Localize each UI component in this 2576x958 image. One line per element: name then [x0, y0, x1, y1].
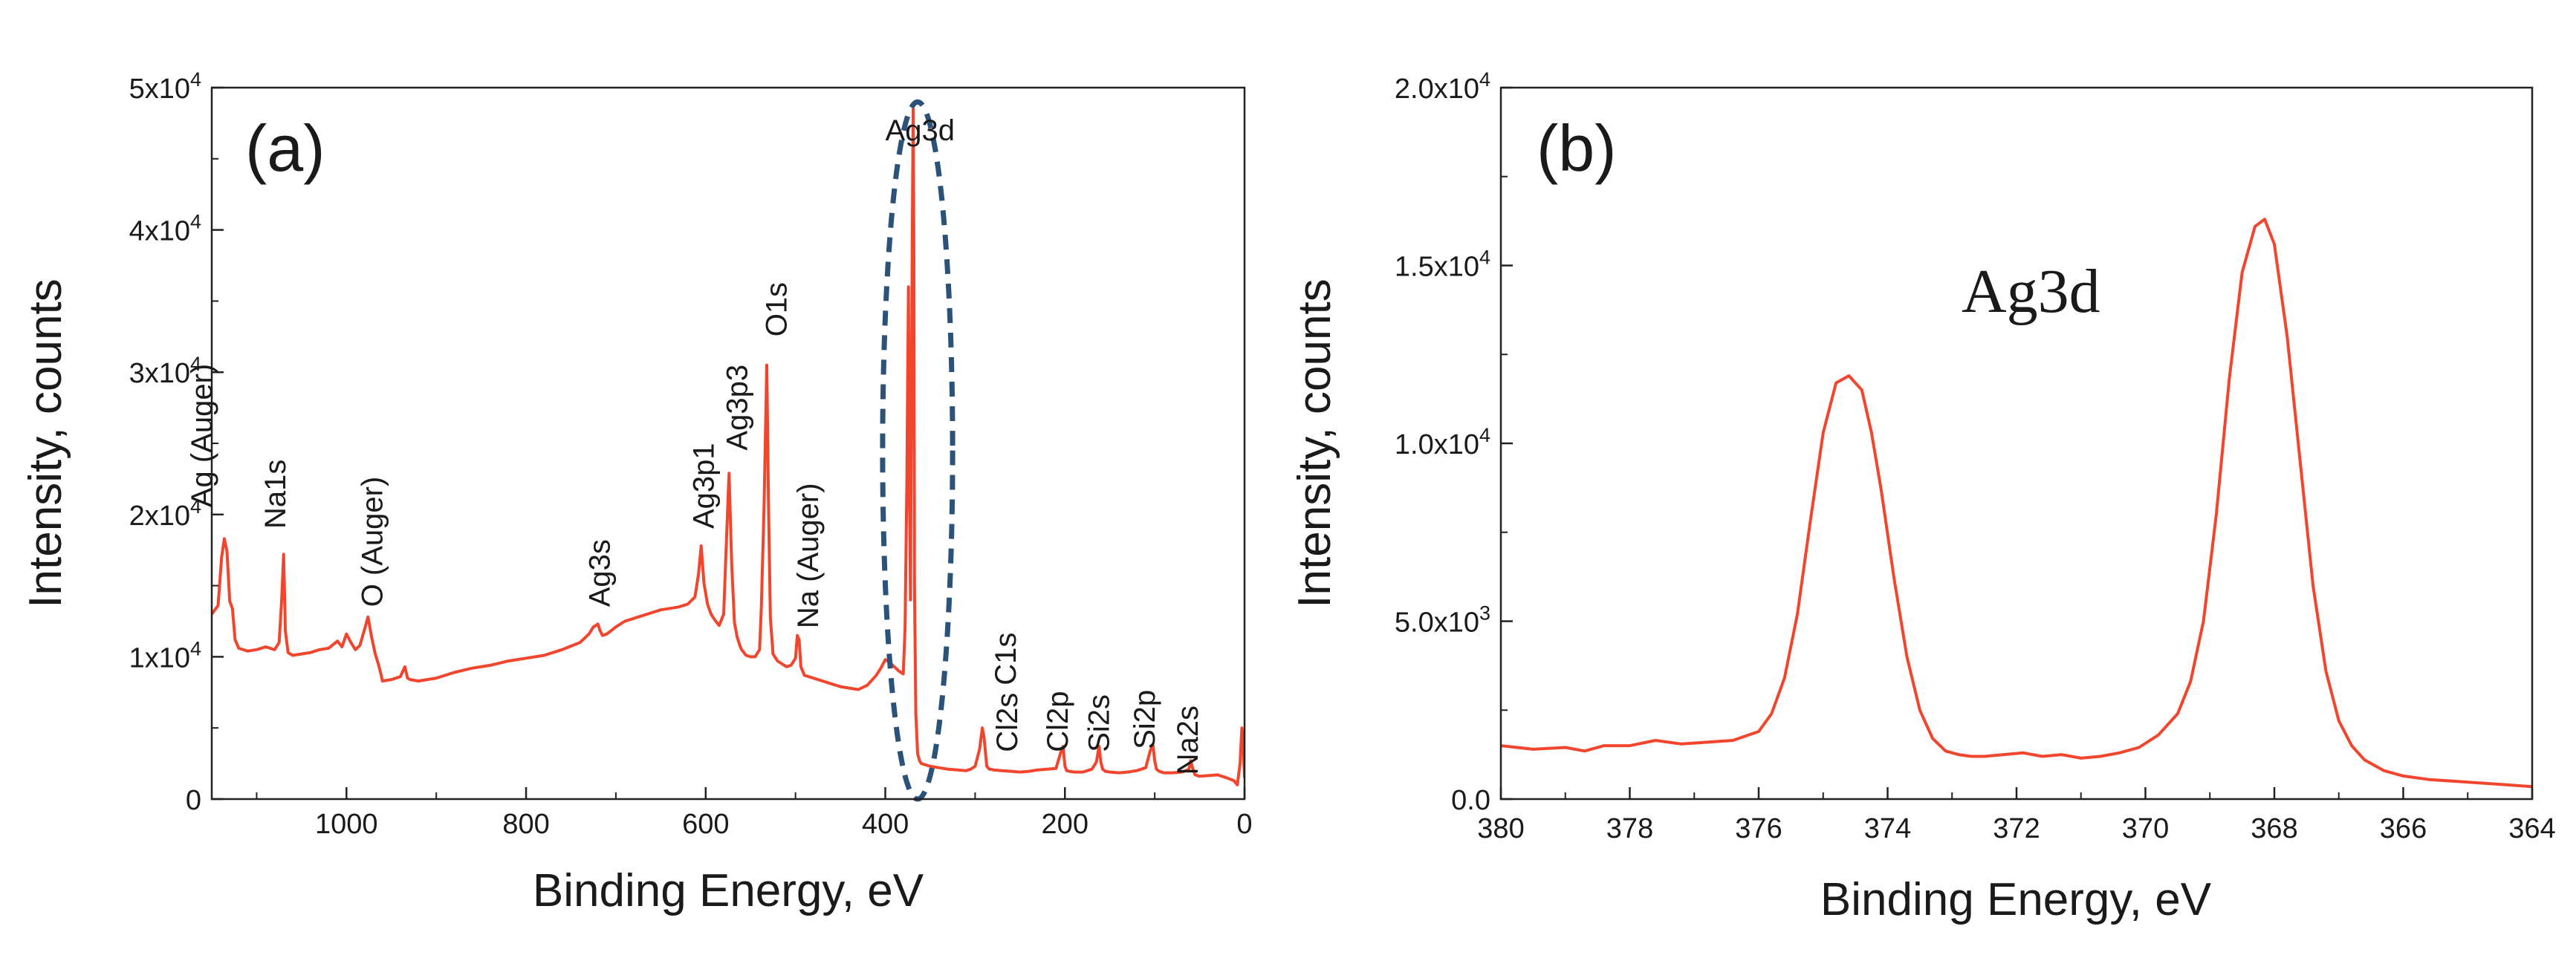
panel-b-y-tick-label: 2.0x104 — [1395, 68, 1490, 105]
panel-a-peak-label: Cl2s — [991, 693, 1024, 752]
panel-b-x-tick-label: 364 — [2508, 813, 2555, 844]
panel-a-survey-line — [212, 107, 1245, 786]
panel-a-peak-label: Cl2p — [1042, 691, 1074, 752]
panel-b-y-tick-label: 1.5x104 — [1395, 247, 1490, 283]
panel-b-curve-group — [1501, 218, 2532, 789]
panel-b-y-tick-label: 5.0x103 — [1395, 602, 1490, 639]
panel-a-peak-label: Na1s — [259, 460, 292, 529]
panel-b-x-tick-label: 378 — [1606, 813, 1653, 844]
panel-b-label: (b) — [1537, 111, 1617, 185]
panel-a-y-tick-label: 0 — [186, 785, 201, 816]
panel-b-ag3d-title: Ag3d — [1962, 257, 2100, 326]
panel-a-peak-label: O (Auger) — [357, 477, 389, 607]
panel-b-y-axis: 0.0 5.0x103 1.0x104 1.5x104 2.0x104 — [1395, 68, 1513, 816]
panel-a-peak-label: Na2s — [1172, 706, 1204, 775]
panel-a-ag3d-highlight-ellipse — [880, 99, 956, 802]
panel-b-x-tick-label: 366 — [2380, 813, 2427, 844]
panel-a-y-tick-label: 3x104 — [129, 353, 201, 389]
panel-a-y-tick-label: 2x104 — [129, 495, 201, 532]
panel-b-ag3d-line — [1501, 218, 2532, 789]
panel-a: 1000 800 600 400 200 0 0 1x104 2x104 3x104 4x104 5… — [20, 68, 1253, 916]
panel-b-x-tick-label: 372 — [1993, 813, 2040, 844]
panel-a-x-tick-label: 800 — [502, 809, 549, 840]
panel-a-y-axis: 0 1x104 2x104 3x104 4x104 5x104 — [129, 68, 224, 816]
panel-a-peak-label: Ag (Auger) — [186, 364, 218, 507]
panel-a-y-axis-title: Intensity, counts — [20, 278, 71, 607]
panel-b-x-tick-label: 368 — [2251, 813, 2297, 844]
panel-a-x-axis: 1000 800 600 400 200 0 — [256, 787, 1253, 840]
panel-a-peak-label: Ag3s — [584, 539, 617, 607]
panel-a-label: (a) — [245, 111, 325, 185]
panel-a-x-tick-label: 0 — [1236, 809, 1252, 840]
panel-a-peak-label: Si2s — [1083, 694, 1116, 752]
panel-b-y-tick-label: 1.0x104 — [1395, 424, 1490, 460]
panel-b-x-tick-label: 374 — [1864, 813, 1911, 844]
panel-a-curve-group — [212, 107, 1245, 786]
panel-a-peak-label: C1s — [990, 633, 1022, 685]
panel-a-x-tick-label: 600 — [682, 809, 729, 840]
panel-b-x-axis-title: Binding Energy, eV — [1820, 874, 2212, 925]
panel-a-y-tick-label: 4x104 — [129, 211, 201, 247]
panel-a-peak-labels: Ag (Auger) Na1s O (Auger) Ag3s Ag3p1Ag3p3O1s… — [186, 114, 1204, 775]
panel-b-plot-frame — [1499, 86, 2534, 801]
panel-a-peak-label: Ag3p3 — [721, 365, 753, 451]
panel-b-x-axis: 380 378 376 374 372 370 368 366 364 — [1477, 787, 2556, 844]
panel-b-x-tick-label: 380 — [1477, 813, 1524, 844]
panel-b-x-tick-label: 376 — [1735, 813, 1782, 844]
panel-a-y-tick-label: 1x104 — [129, 637, 201, 674]
panel-a-x-axis-title: Binding Energy, eV — [533, 865, 924, 916]
panel-a-peak-label: O1s — [761, 282, 794, 336]
panel-b-y-axis-title: Intensity, counts — [1289, 278, 1340, 607]
panel-b: 380 378 376 374 372 370 368 366 364 0.0 5.0x103 1.… — [1289, 68, 2556, 925]
panel-b-y-tick-label: 0.0 — [1451, 785, 1490, 816]
panel-b-x-tick-label: 370 — [2122, 813, 2169, 844]
panel-a-peak-label: Na (Auger) — [792, 483, 825, 628]
panel-a-x-tick-label: 200 — [1042, 809, 1089, 840]
panel-a-peak-label: Ag3d — [886, 114, 955, 147]
panel-a-y-tick-label: 5x104 — [129, 68, 201, 105]
panel-a-x-tick-label: 400 — [862, 809, 909, 840]
panel-a-peak-label: Si2p — [1129, 690, 1161, 749]
panel-a-peak-label: Ag3p1 — [688, 443, 721, 529]
panel-a-x-tick-label: 1000 — [315, 809, 378, 840]
